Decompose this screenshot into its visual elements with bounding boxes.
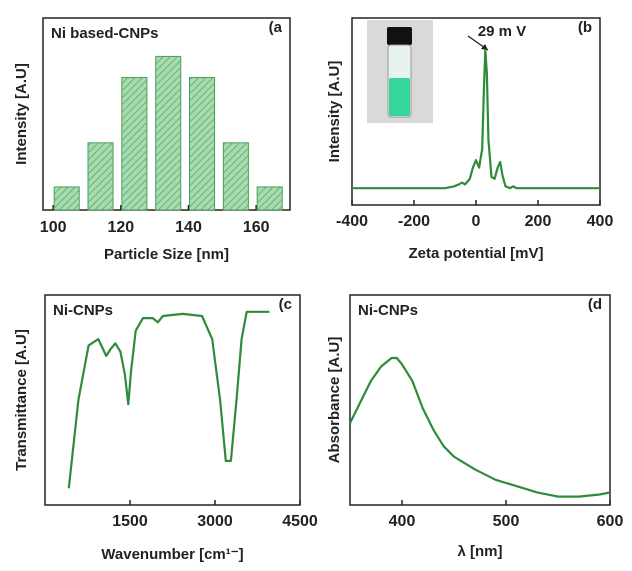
x-tick-label: 200 [525,213,552,230]
x-tick-label: 500 [493,513,520,530]
bar-hatch [88,142,114,210]
data-line [352,48,600,190]
y-axis-label: Absorbance [A.U] [326,337,343,464]
x-tick-label: -200 [398,213,430,230]
bar-hatch [54,186,80,210]
x-tick-label: 140 [175,219,202,236]
y-axis-label: Intensity [A.U] [13,63,30,165]
panel-label: (d [588,296,602,313]
x-axis-label: λ [nm] [458,543,503,560]
bar-hatch [257,186,283,210]
panel-title: Ni-CNPs [358,302,418,319]
x-tick-label: 0 [472,213,481,230]
y-axis-label: Intensity [A.U] [326,61,343,163]
x-tick-label: 120 [107,219,134,236]
data-line [67,310,270,489]
plot-frame [44,294,301,506]
x-axis-label: Particle Size [nm] [104,246,229,263]
x-tick-label: 160 [243,219,270,236]
x-tick-label: 400 [587,213,614,230]
x-axis-label: Zeta potential [mV] [408,245,543,262]
bar-hatch [121,77,147,211]
x-tick-label: 100 [40,219,67,236]
panel-label: (c [279,296,292,313]
data-line [349,356,611,498]
x-tick-label: 1500 [112,513,148,530]
panel-label: (a [269,19,283,36]
bar-hatch [155,56,181,211]
arrow-head [481,44,488,50]
panel-label: (b [578,19,592,36]
panel-title: Ni-CNPs [53,302,113,319]
annotation: 29 m V [478,23,526,40]
x-tick-label: -400 [336,213,368,230]
x-axis-label: Wavenumber [cm¹⁻] [101,546,243,563]
x-tick-label: 4500 [282,513,318,530]
panel-title: Ni based-CNPs [51,25,159,42]
x-tick-label: 400 [389,513,416,530]
plot-frame [349,294,611,506]
y-axis-label: Transmittance [A.U] [13,329,30,471]
x-tick-label: 600 [597,513,624,530]
bar-hatch [223,142,249,210]
vial-photo [367,20,433,123]
bar-hatch [189,77,215,211]
x-tick-label: 3000 [197,513,233,530]
